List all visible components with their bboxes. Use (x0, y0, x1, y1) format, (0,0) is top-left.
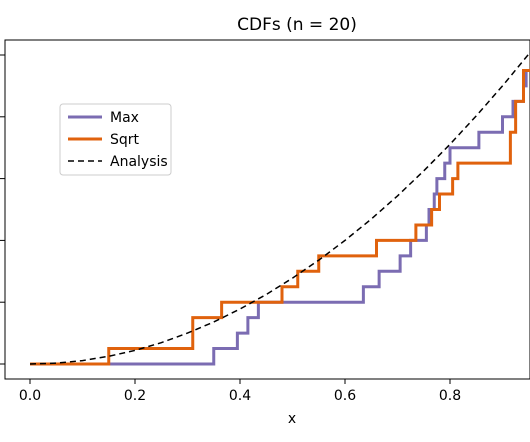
x-tick-label: 0.2 (124, 388, 146, 404)
x-tick-label: 0.0 (19, 388, 41, 404)
x-tick-label: 0.4 (229, 388, 251, 404)
chart-title: CDFs (n = 20) (237, 15, 357, 35)
series-line-sqrt (30, 55, 530, 366)
x-tick-label: 0.6 (334, 388, 356, 404)
legend-label-sqrt: Sqrt (110, 132, 140, 148)
legend-label-analysis: Analysis (110, 154, 168, 170)
series-line-analysis (29, 53, 530, 365)
x-tick-label: 0.8 (439, 388, 461, 404)
legend-label-max: Max (110, 110, 139, 126)
legend-box (59, 103, 172, 176)
legend: Max Sqrt Analysis (59, 103, 172, 176)
x-axis-label: x (288, 411, 296, 427)
series-layer (29, 53, 530, 366)
plot-frame (4, 39, 530, 380)
series-line-max (30, 68, 530, 366)
axis-ticks: 0.0 0.2 0.4 0.6 0.8 (0, 54, 461, 404)
